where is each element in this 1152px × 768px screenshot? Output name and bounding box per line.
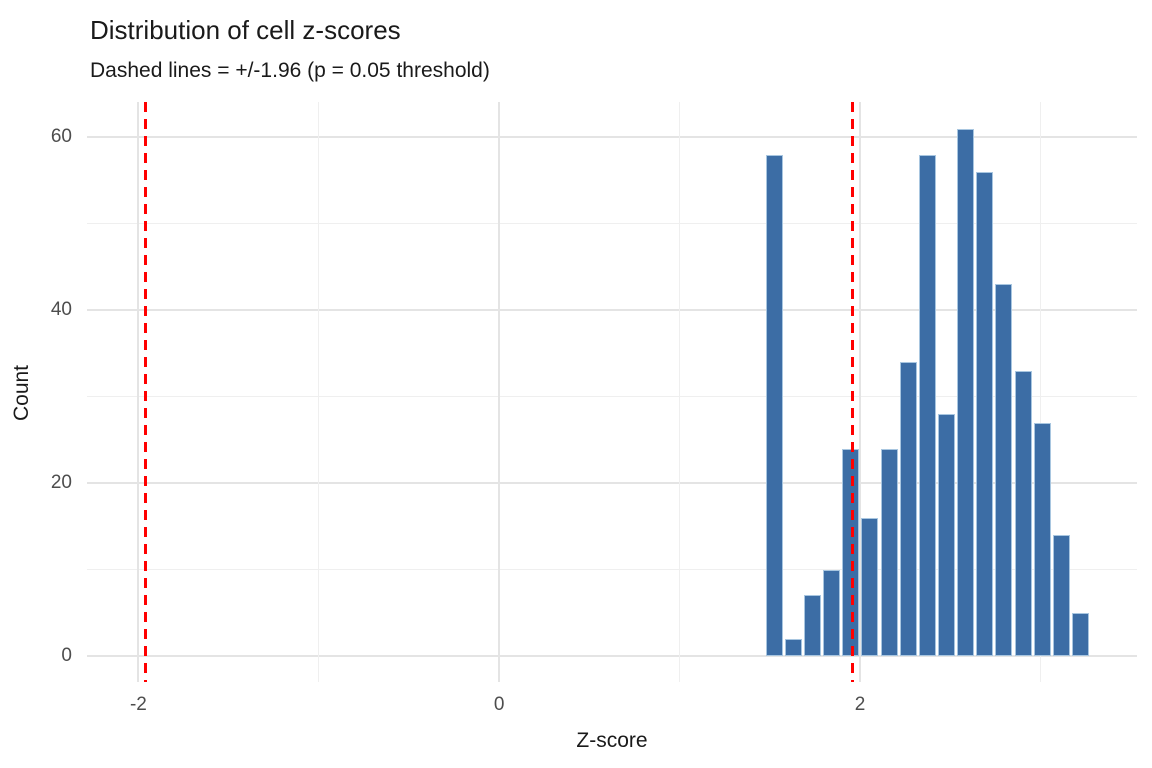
histogram-bar [861, 517, 879, 656]
x-major-gridline [859, 102, 861, 682]
chart-subtitle: Dashed lines = +/-1.96 (p = 0.05 thresho… [90, 59, 490, 82]
x-major-gridline [498, 102, 501, 682]
x-tick-label: -2 [129, 694, 147, 715]
histogram-bar [765, 154, 783, 656]
plot-panel [87, 102, 1137, 682]
histogram-bar [918, 154, 936, 656]
x-major-gridline [137, 102, 140, 682]
histogram-bar [880, 448, 898, 656]
y-minor-gridline [87, 396, 1137, 398]
histogram-bar [1072, 612, 1090, 656]
y-tick-label: 0 [61, 645, 72, 666]
histogram-bar [842, 448, 860, 656]
chart-title: Distribution of cell z-scores [90, 15, 401, 45]
y-major-gridline [87, 309, 1137, 312]
histogram-bar [899, 362, 917, 656]
y-major-gridline [87, 655, 1137, 657]
histogram-bar [995, 284, 1013, 656]
x-minor-gridline [1039, 102, 1041, 682]
histogram-bar [804, 595, 822, 656]
y-tick-label: 20 [50, 472, 72, 494]
histogram-bar [823, 569, 841, 656]
histogram-bar [1014, 370, 1032, 656]
x-tick-label: 2 [854, 694, 866, 715]
y-tick-label: 60 [50, 126, 72, 148]
x-minor-gridline [679, 102, 681, 682]
x-tick-label: 0 [493, 694, 505, 715]
y-tick-label: 40 [50, 299, 72, 321]
y-major-gridline [87, 482, 1137, 485]
histogram-bar [976, 171, 994, 656]
x-axis-title: Z-score [576, 729, 648, 752]
y-major-gridline [87, 136, 1137, 139]
threshold-line [851, 102, 855, 682]
histogram-bar [1033, 422, 1051, 656]
histogram-bar [784, 638, 802, 656]
threshold-line [144, 102, 148, 682]
histogram-bar [957, 128, 975, 656]
histogram-bar [1053, 534, 1070, 656]
x-minor-gridline [318, 102, 320, 682]
y-minor-gridline [87, 569, 1137, 571]
histogram-bar [938, 413, 956, 656]
y-axis-title: Count [10, 364, 33, 422]
y-minor-gridline [87, 223, 1137, 225]
